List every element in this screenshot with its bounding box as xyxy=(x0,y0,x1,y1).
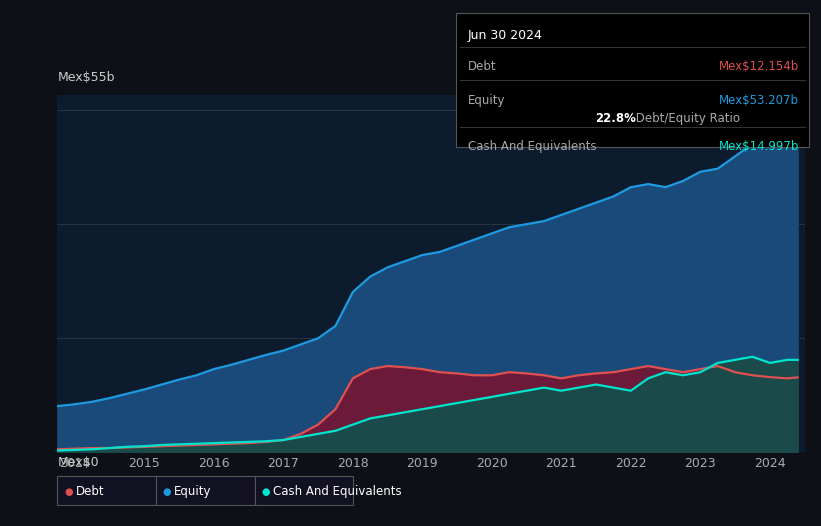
Text: Debt: Debt xyxy=(76,485,104,498)
Text: ●: ● xyxy=(163,487,171,497)
Text: Equity: Equity xyxy=(468,94,506,107)
Text: 22.8%: 22.8% xyxy=(595,112,636,125)
Text: Cash And Equivalents: Cash And Equivalents xyxy=(468,140,597,153)
Text: Cash And Equivalents: Cash And Equivalents xyxy=(273,485,401,498)
Text: ●: ● xyxy=(64,487,72,497)
Text: Mex$55b: Mex$55b xyxy=(57,71,115,84)
Text: Mex$0: Mex$0 xyxy=(57,456,99,469)
Text: Mex$53.207b: Mex$53.207b xyxy=(719,94,799,107)
Text: Jun 30 2024: Jun 30 2024 xyxy=(468,29,543,42)
Text: Equity: Equity xyxy=(174,485,212,498)
Text: Mex$12.154b: Mex$12.154b xyxy=(718,60,799,74)
Text: Debt/Equity Ratio: Debt/Equity Ratio xyxy=(632,112,741,125)
Text: Debt: Debt xyxy=(468,60,497,74)
Text: ●: ● xyxy=(261,487,269,497)
Text: Mex$14.997b: Mex$14.997b xyxy=(718,140,799,153)
